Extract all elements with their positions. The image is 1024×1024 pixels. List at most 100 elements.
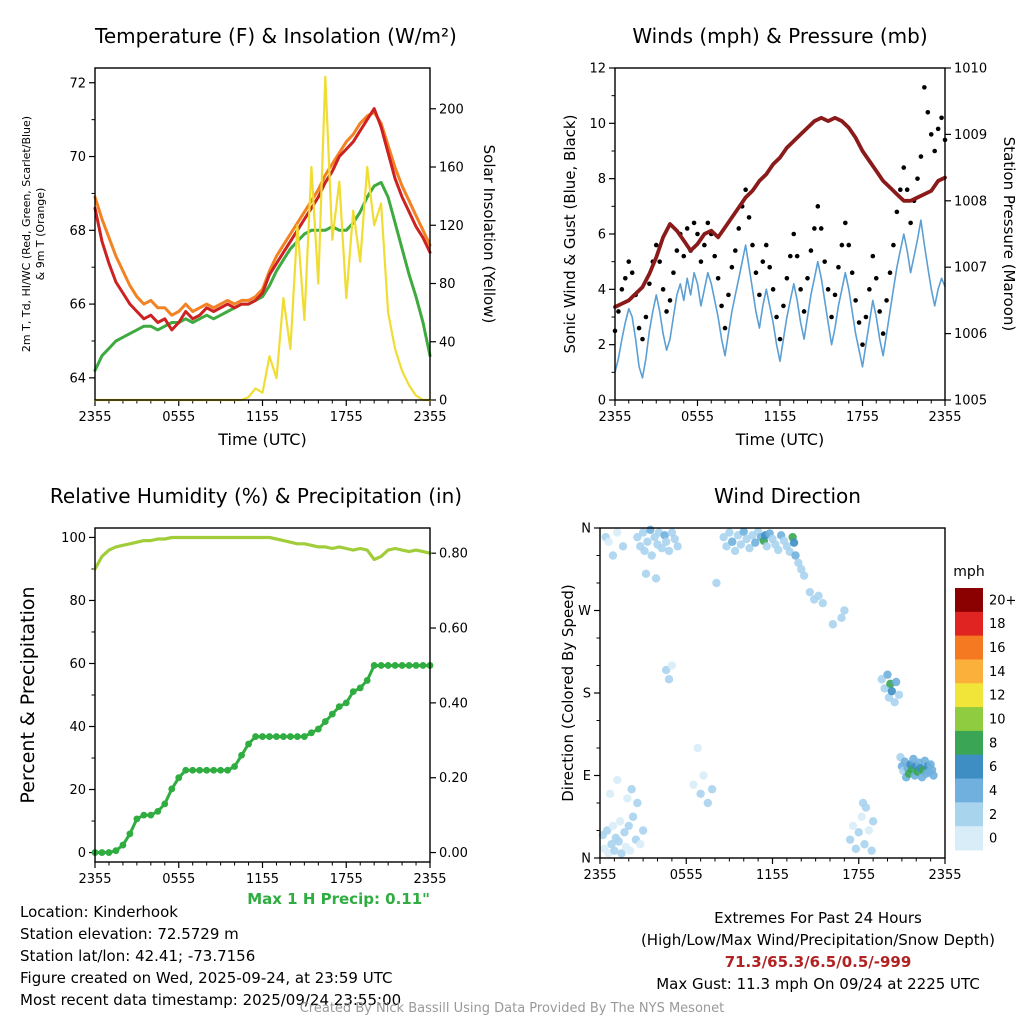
- chart-wind-pressure: 2355 0555 1155 1755 2355 0 2 4 6 8 10 12 1005 1006 100…: [512, 0, 1024, 460]
- svg-text:0555: 0555: [162, 410, 195, 425]
- svg-text:0.60: 0.60: [439, 622, 468, 637]
- svg-text:0: 0: [439, 394, 447, 409]
- svg-text:70: 70: [69, 150, 86, 165]
- plot-frame: [94, 527, 431, 863]
- svg-text:60: 60: [69, 657, 86, 672]
- svg-text:2355: 2355: [78, 872, 111, 887]
- y-axis-left: 0 2 4 6 8 10 12: [589, 62, 615, 409]
- svg-text:N: N: [581, 522, 591, 537]
- series-relative-humidity: [93, 535, 432, 571]
- y-axis-label-direction: Direction (Colored By Speed): [559, 584, 577, 802]
- wind-pressure-plot: 2355 0555 1155 1755 235502468101210051006100…: [589, 62, 987, 426]
- svg-text:0: 0: [598, 394, 606, 409]
- chart-humidity-precip: 2355 0555 1155 1755 2355 0 20 40 60 80 100 0.00 0.20…: [0, 460, 512, 912]
- station-latlon: Station lat/lon: 42.41; -73.7156: [20, 947, 256, 965]
- svg-text:12: 12: [989, 689, 1006, 704]
- svg-text:2355: 2355: [928, 410, 961, 425]
- series-pressure: [613, 115, 947, 309]
- svg-text:2355: 2355: [413, 872, 446, 887]
- precip-markers: [91, 662, 434, 856]
- temperature-insolation-plot: 2355 0555 1155 1755 2355 64 66 68 70 72 0 40 80 120 16…: [69, 67, 464, 425]
- max-gust: Max Gust: 11.3 mph On 09/24 at 2225 UTC: [656, 975, 980, 993]
- svg-text:1155: 1155: [756, 868, 789, 883]
- svg-text:14: 14: [989, 665, 1006, 680]
- figure-created: Figure created on Wed, 2025-09-24, at 23…: [20, 969, 393, 987]
- svg-text:1755: 1755: [330, 872, 363, 887]
- max-precip-note: Max 1 H Precip: 0.11": [247, 890, 430, 908]
- svg-text:1008: 1008: [954, 194, 987, 209]
- svg-text:2355: 2355: [78, 410, 111, 425]
- svg-text:20+: 20+: [989, 593, 1016, 608]
- chart-wind-direction: 2355 0555 1155 1755 2355 N W S E N 20+ 18 16 14 12 10 8 6…: [512, 460, 1024, 912]
- svg-text:120: 120: [439, 219, 464, 234]
- svg-text:2: 2: [598, 338, 606, 353]
- svg-text:100: 100: [61, 531, 86, 546]
- svg-text:1010: 1010: [954, 62, 987, 77]
- y-axis-left: N W S E N: [578, 522, 600, 867]
- station-info: Location: Kinderhook Station elevation: …: [20, 901, 401, 1011]
- x-axis: 2355 0555 1155 1755 2355: [78, 400, 447, 425]
- svg-text:0.40: 0.40: [439, 696, 468, 711]
- series-sonic-wind: [614, 219, 946, 379]
- extremes-values: 71.3/65.3/6.5/0.5/-999: [724, 953, 912, 971]
- plot-frame: [614, 67, 946, 401]
- y-axis-left: 64 66 68 70 72: [69, 76, 95, 386]
- station-location: Location: Kinderhook: [20, 903, 178, 921]
- svg-text:10: 10: [989, 713, 1006, 728]
- speed-colorbar: 20+ 18 16 14 12 10 8 6 4 2 0 mph: [953, 564, 1016, 851]
- chart-title-humidity: Relative Humidity (%) & Precipitation (i…: [49, 484, 463, 508]
- x-axis-label-time: Time (UTC): [735, 430, 825, 449]
- series-2m-temperature: [93, 107, 432, 332]
- svg-text:1009: 1009: [954, 128, 987, 143]
- svg-text:80: 80: [439, 277, 456, 292]
- svg-text:6: 6: [989, 760, 997, 775]
- svg-text:18: 18: [989, 617, 1006, 632]
- svg-text:2: 2: [989, 808, 997, 823]
- svg-text:4: 4: [989, 784, 997, 799]
- chart-title-temperature: Temperature (F) & Insolation (W/m²): [95, 24, 457, 48]
- svg-text:8: 8: [598, 172, 606, 187]
- y-axis-label-insolation: Solar Insolation (Yellow): [480, 144, 498, 324]
- y-axis-right: 1005 1006 1007 1008 1009 1010: [945, 62, 987, 409]
- svg-text:72: 72: [69, 76, 86, 91]
- svg-text:2355: 2355: [583, 868, 616, 883]
- svg-text:1755: 1755: [330, 410, 363, 425]
- y-axis-left: 0 20 40 60 80 100: [61, 531, 95, 861]
- svg-text:0.00: 0.00: [439, 846, 468, 861]
- svg-text:68: 68: [69, 224, 86, 239]
- svg-text:6: 6: [598, 228, 606, 243]
- svg-text:4: 4: [598, 283, 606, 298]
- svg-text:40: 40: [439, 335, 456, 350]
- svg-text:mph: mph: [953, 564, 984, 580]
- svg-text:N: N: [581, 852, 591, 867]
- svg-text:40: 40: [69, 720, 86, 735]
- x-axis: 2355 0555 1155 1755 2355: [583, 858, 962, 883]
- y-axis-label-pressure: Station Pressure (Maroon): [1000, 136, 1018, 332]
- svg-text:64: 64: [69, 371, 86, 386]
- station-elevation: Station elevation: 72.5729 m: [20, 925, 239, 943]
- svg-text:E: E: [583, 769, 591, 784]
- svg-text:1006: 1006: [954, 327, 987, 342]
- chart-temperature-insolation: 2355 0555 1155 1755 2355 64 66 68 70 72 0 40 80 120 16…: [0, 0, 512, 460]
- svg-text:10: 10: [589, 117, 606, 132]
- plot-frame: [599, 527, 946, 859]
- y-axis-label-wind: Sonic Wind & Gust (Blue, Black): [561, 114, 579, 354]
- svg-text:0.20: 0.20: [439, 771, 468, 786]
- svg-text:1155: 1155: [763, 410, 796, 425]
- svg-text:66: 66: [69, 298, 86, 313]
- humidity-precip-plot: 2355 0555 1155 1755 2355 0 20 40 60 80 100 0.00 0.20…: [61, 527, 468, 887]
- svg-text:1755: 1755: [842, 868, 875, 883]
- chart-title-winds: Winds (mph) & Pressure (mb): [632, 24, 928, 48]
- svg-text:12: 12: [589, 62, 606, 77]
- y-axis-label-percent: Percent & Precipitation: [17, 586, 39, 804]
- series-2m-dewpoint: [93, 180, 432, 372]
- y-axis-label-line1: 2m T, Td, HI/WC (Red, Green, Scarlet/Blu…: [20, 115, 33, 353]
- x-axis: 2355 0555 1155 1755 2355: [78, 862, 447, 887]
- svg-text:1755: 1755: [846, 410, 879, 425]
- extremes-info: Extremes For Past 24 Hours (High/Low/Max…: [620, 907, 1016, 995]
- svg-text:8: 8: [989, 736, 997, 751]
- svg-text:160: 160: [439, 161, 464, 176]
- svg-text:0: 0: [78, 846, 86, 861]
- extremes-subtitle: (High/Low/Max Wind/Precipitation/Snow De…: [640, 931, 996, 949]
